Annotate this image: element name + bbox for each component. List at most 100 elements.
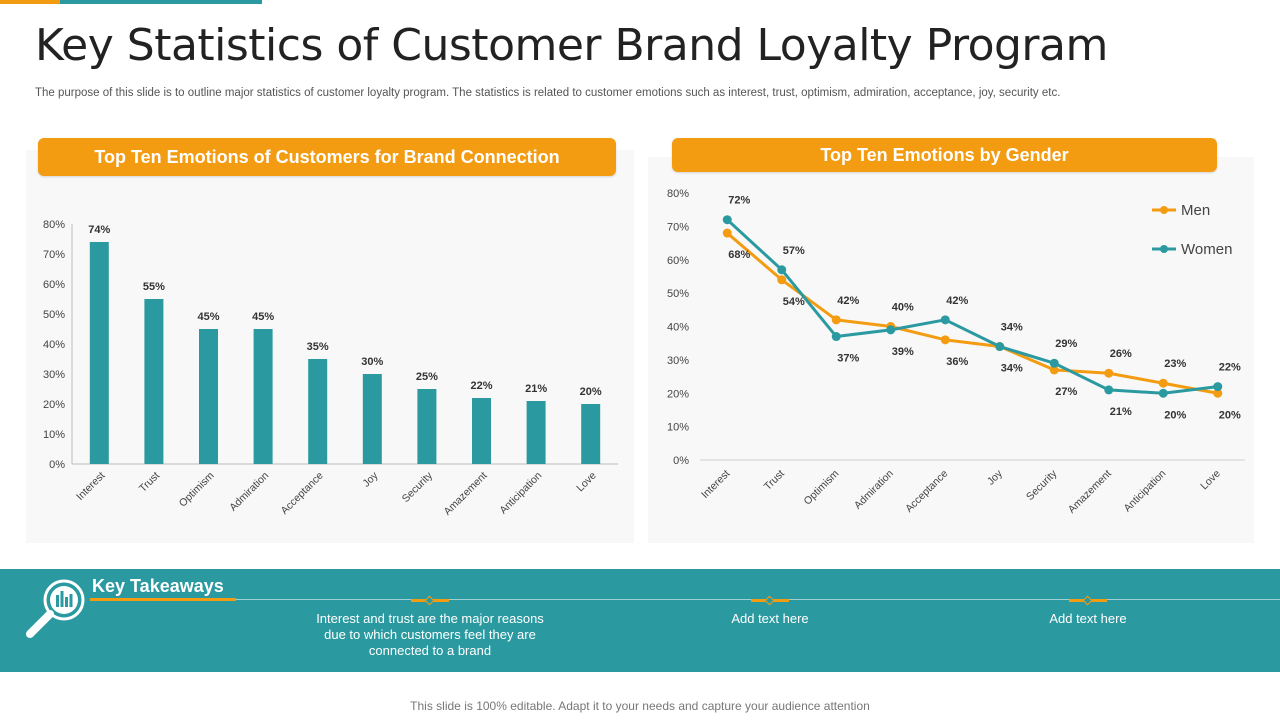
line-chart: 0% 10% 20% 30% 40% 50% 60% 70% 80% Interest Trust O… — [667, 188, 1245, 516]
bar-admiration — [253, 329, 273, 464]
data-label-women: 39% — [892, 346, 914, 358]
series-line-men — [726, 231, 1219, 395]
bar-value-label: 74% — [88, 224, 110, 236]
legend-marker-men — [1160, 206, 1168, 214]
y-tick-label: 0% — [49, 459, 65, 471]
data-label-women: 20% — [1164, 409, 1186, 421]
data-label-women: 42% — [946, 295, 968, 307]
point-men-amazement — [1104, 368, 1114, 378]
y-tick-label: 40% — [667, 322, 689, 334]
bar-trust — [144, 299, 164, 464]
data-label-men: 20% — [1219, 409, 1241, 421]
x-tick-label: Acceptance — [903, 468, 950, 515]
x-tick-label: Admiration — [852, 468, 896, 512]
y-tick-label: 40% — [43, 339, 65, 351]
bar-chart-panel — [26, 150, 634, 543]
data-label-men: 40% — [892, 302, 914, 314]
page-title: Key Statistics of Customer Brand Loyalty… — [35, 20, 1108, 71]
data-label-men: 36% — [946, 356, 968, 368]
point-women-love — [1213, 382, 1223, 392]
bar-value-label: 55% — [143, 281, 165, 293]
key-takeaways-underline — [90, 598, 236, 601]
takeaway-marker — [411, 595, 449, 606]
point-men-love — [1213, 388, 1223, 398]
takeaway-text-1: Interest and trust are the major reasons… — [316, 611, 544, 658]
magnifier-chart-icon — [26, 579, 85, 638]
data-label-women: 22% — [1219, 362, 1241, 374]
x-tick-label: Security — [1024, 467, 1060, 503]
point-men-anticipation — [1158, 378, 1168, 388]
bar-value-label: 22% — [470, 380, 492, 392]
point-men-interest — [722, 228, 732, 238]
data-label-women: 57% — [783, 245, 805, 257]
line-chart-panel — [648, 157, 1254, 543]
page-subtitle: The purpose of this slide is to outline … — [35, 87, 1061, 99]
y-tick-label: 80% — [43, 219, 65, 231]
takeaway-marker — [1069, 595, 1107, 606]
data-label-women: 72% — [728, 195, 750, 207]
point-women-amazement — [1104, 385, 1114, 395]
bar-chart-title: Top Ten Emotions of Customers for Brand … — [38, 138, 616, 176]
point-women-security — [1049, 358, 1059, 368]
data-label-men: 26% — [1110, 348, 1132, 360]
data-label-men: 68% — [728, 249, 750, 261]
legend-label-women: Women — [1181, 241, 1232, 258]
x-tick-label: Love — [1198, 468, 1223, 493]
point-women-joy — [995, 342, 1005, 352]
bar-security — [417, 389, 437, 464]
y-tick-label: 50% — [667, 288, 689, 300]
x-tick-label: Optimism — [802, 467, 842, 507]
key-takeaways-title: Key Takeaways — [92, 576, 224, 596]
top-accent-orange — [0, 0, 60, 4]
y-tick-label: 70% — [43, 249, 65, 261]
bar-acceptance — [308, 359, 328, 464]
bar-optimism — [199, 329, 218, 464]
bar-chart: 0%10%20%30%40%50%60%70%80% 74%Interest55%… — [43, 219, 618, 518]
y-tick-label: 20% — [43, 399, 65, 411]
bar-love — [581, 404, 601, 464]
x-tick-label: Amazement — [1066, 468, 1114, 516]
y-tick-label: 30% — [43, 369, 65, 381]
y-tick-label: 10% — [667, 422, 689, 434]
top-accent-teal — [60, 0, 262, 4]
legend-marker-women — [1160, 245, 1168, 253]
bar-interest — [89, 242, 109, 464]
data-label-women: 29% — [1055, 338, 1077, 350]
legend-label-men: Men — [1181, 202, 1210, 219]
bar-value-label: 30% — [361, 356, 383, 368]
point-men-acceptance — [940, 335, 950, 345]
point-men-optimism — [831, 315, 841, 325]
y-tick-label: 80% — [667, 188, 689, 200]
bar-joy — [362, 374, 382, 464]
data-label-men: 23% — [1164, 358, 1186, 370]
data-label-women: 21% — [1110, 406, 1132, 418]
series-line-women — [726, 218, 1218, 395]
takeaway-marker — [751, 595, 789, 606]
y-tick-label: 10% — [43, 429, 65, 441]
bar-value-label: 35% — [307, 341, 329, 353]
takeaway-text-3: Add text here — [1049, 611, 1127, 626]
point-men-trust — [777, 275, 787, 285]
y-tick-label: 50% — [43, 309, 65, 321]
point-men-security — [1049, 365, 1059, 375]
point-women-anticipation — [1158, 388, 1168, 398]
key-takeaways-band — [0, 569, 1280, 672]
takeaway-text-2: Add text here — [731, 611, 809, 626]
footer-note: This slide is 100% editable. Adapt it to… — [410, 699, 870, 713]
data-label-women: 34% — [1001, 322, 1023, 334]
data-label-men: 34% — [1001, 363, 1023, 375]
data-label-men: 42% — [837, 295, 859, 307]
x-tick-label: Joy — [985, 467, 1006, 488]
line-chart-title: Top Ten Emotions by Gender — [672, 138, 1217, 172]
x-tick-label: Interest — [699, 468, 732, 501]
point-women-optimism — [831, 332, 841, 342]
point-women-acceptance — [940, 315, 950, 325]
point-women-admiration — [886, 325, 896, 335]
bar-anticipation — [526, 401, 546, 464]
y-tick-label: 60% — [667, 255, 689, 267]
bar-value-label: 45% — [252, 311, 274, 323]
bar-value-label: 45% — [197, 311, 219, 323]
bar-value-label: 20% — [580, 386, 602, 398]
point-women-interest — [722, 215, 732, 225]
y-tick-label: 70% — [667, 221, 689, 233]
